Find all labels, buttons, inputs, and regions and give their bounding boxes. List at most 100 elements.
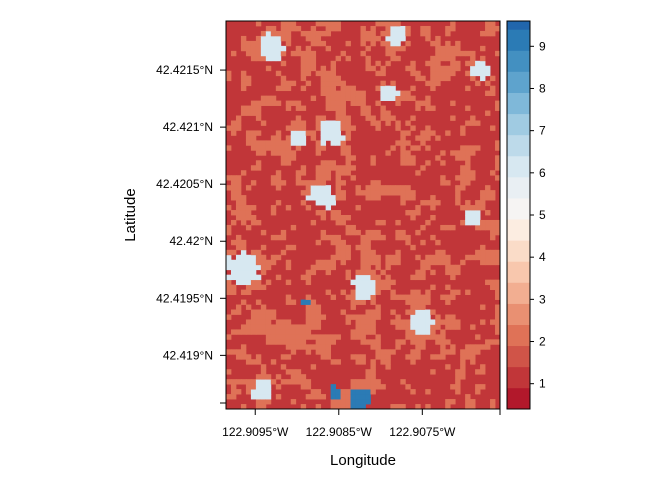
raster-cell: [490, 125, 496, 131]
raster-cell: [430, 324, 436, 330]
raster-cell: [340, 90, 346, 97]
raster-cell: [310, 130, 317, 136]
raster-cell: [440, 339, 446, 345]
raster-cell: [330, 21, 336, 27]
raster-cell: [425, 35, 431, 42]
raster-cell: [355, 389, 361, 395]
raster-cell: [365, 259, 371, 266]
raster-cell: [300, 50, 307, 57]
raster-cell: [395, 294, 401, 300]
raster-cell: [226, 274, 232, 281]
raster-cell: [270, 150, 277, 156]
raster-cell: [226, 379, 232, 385]
raster-cell: [410, 299, 416, 305]
raster-cell: [415, 309, 421, 315]
raster-cell: [410, 85, 416, 92]
raster-cell: [465, 205, 471, 211]
raster-cell: [495, 319, 500, 325]
raster-cell: [470, 210, 476, 216]
raster-cell: [270, 135, 277, 141]
raster-cell: [425, 314, 431, 320]
raster-cell: [335, 399, 341, 405]
raster-cell: [350, 304, 356, 310]
y-tick-label: 42.421°N: [163, 120, 213, 134]
raster-cell: [285, 30, 292, 37]
raster-cell: [415, 294, 421, 300]
raster-cell: [325, 185, 332, 191]
raster-cell: [485, 90, 491, 97]
raster-cell: [420, 200, 426, 206]
raster-cell: [300, 165, 307, 171]
raster-cell: [255, 264, 262, 271]
raster-cell: [255, 130, 262, 136]
raster-cell: [250, 359, 257, 365]
raster-cell: [280, 80, 287, 87]
raster-cell: [385, 45, 391, 52]
raster-cell: [345, 319, 351, 325]
raster-cell: [330, 254, 336, 261]
raster-cell: [335, 185, 341, 191]
raster-cell: [255, 165, 262, 171]
raster-cell: [390, 145, 396, 151]
raster-cell: [310, 25, 317, 32]
raster-cell: [390, 404, 396, 409]
raster-cell: [290, 21, 297, 27]
raster-cell: [320, 234, 327, 241]
raster-cell: [255, 160, 262, 166]
raster-cell: [370, 30, 376, 37]
raster-cell: [480, 45, 486, 52]
raster-cell: [485, 185, 491, 191]
raster-cell: [370, 279, 376, 286]
raster-cell: [420, 314, 426, 320]
raster-cell: [455, 40, 461, 47]
raster-cell: [270, 140, 277, 146]
raster-cell: [410, 215, 416, 221]
raster-cell: [250, 45, 257, 52]
raster-cell: [335, 334, 341, 340]
colorbar-swatch: [507, 155, 530, 178]
raster-cell: [250, 100, 257, 106]
raster-cell: [365, 294, 371, 300]
raster-cell: [395, 100, 401, 106]
raster-cell: [410, 289, 416, 295]
raster-cell: [370, 339, 376, 345]
raster-cell: [245, 319, 252, 325]
raster-cell: [365, 234, 371, 241]
raster-cell: [325, 334, 332, 340]
raster-cell: [255, 389, 262, 395]
raster-cell: [290, 369, 297, 375]
raster-cell: [480, 195, 486, 201]
raster-cell: [295, 329, 302, 335]
raster-cell: [235, 120, 242, 126]
raster-cell: [315, 70, 322, 77]
raster-cell: [490, 195, 496, 201]
raster-cell: [405, 185, 411, 191]
raster-cell: [265, 339, 272, 345]
raster-cell: [360, 40, 366, 47]
raster-cell: [320, 125, 327, 131]
raster-cell: [320, 339, 327, 345]
raster-cell: [370, 319, 376, 325]
raster-cell: [280, 30, 287, 37]
raster-cell: [495, 279, 500, 286]
raster-cell: [275, 384, 282, 390]
raster-cell: [445, 45, 451, 52]
raster-cell: [455, 319, 461, 325]
raster-cell: [450, 264, 456, 271]
raster-cell: [310, 309, 317, 315]
raster-cell: [340, 105, 346, 111]
raster-cell: [305, 190, 312, 196]
raster-cell: [285, 344, 292, 350]
raster-cell: [405, 299, 411, 305]
raster-cell: [330, 294, 336, 300]
raster-cell: [460, 259, 466, 266]
raster-cell: [300, 30, 307, 37]
raster-cell: [235, 304, 242, 310]
raster-cell: [305, 384, 312, 390]
raster-cell: [450, 224, 456, 231]
raster-cell: [390, 254, 396, 261]
raster-cell: [315, 349, 322, 355]
raster-cell: [420, 319, 426, 325]
raster-cell: [400, 160, 406, 166]
raster-cell: [370, 329, 376, 335]
